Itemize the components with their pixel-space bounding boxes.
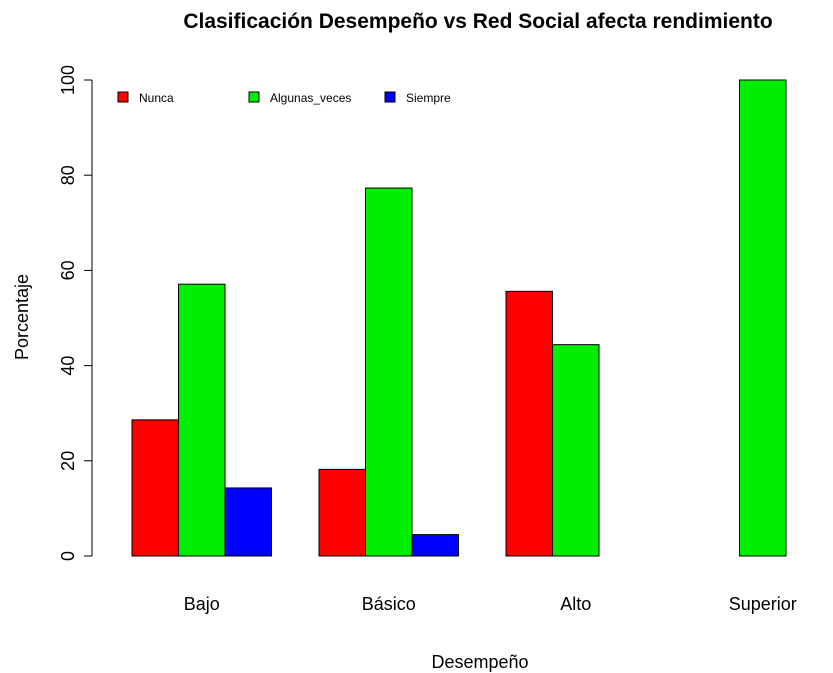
legend-swatch [117,91,129,103]
legend: Nunca Algunas_veces Siempre [117,91,451,105]
category-label: Bajo [184,594,220,614]
category-labels: Bajo Básico Alto Superior [184,594,797,614]
y-tick-label: 20 [58,451,78,471]
category-label: Superior [729,594,797,614]
bars-group [131,79,787,557]
y-tick-label: 60 [58,260,78,280]
legend-swatch [384,91,396,103]
category-label: Básico [362,594,416,614]
y-tick-label: 40 [58,356,78,376]
y-tick-label: 100 [58,65,78,95]
y-tick-label: 0 [58,551,78,561]
chart-title: Clasificación Desempeño vs Red Social af… [183,10,772,33]
bar [505,290,553,557]
bar [552,344,600,557]
bar [131,419,179,557]
legend-swatch [248,91,260,103]
bar [365,187,413,557]
legend-label: Siempre [406,91,451,105]
legend-label: Nunca [139,91,174,105]
y-axis: 0 20 40 60 80 100 [58,65,93,561]
y-tick-label: 80 [58,165,78,185]
x-axis-label: Desempeño [431,652,528,672]
bar [178,283,226,557]
y-axis-label: Porcentaje [12,274,32,360]
legend-label: Algunas_veces [270,91,351,105]
category-label: Alto [560,594,591,614]
bar [739,79,787,557]
bar [411,534,459,557]
bar [224,487,272,557]
bar [318,468,366,557]
